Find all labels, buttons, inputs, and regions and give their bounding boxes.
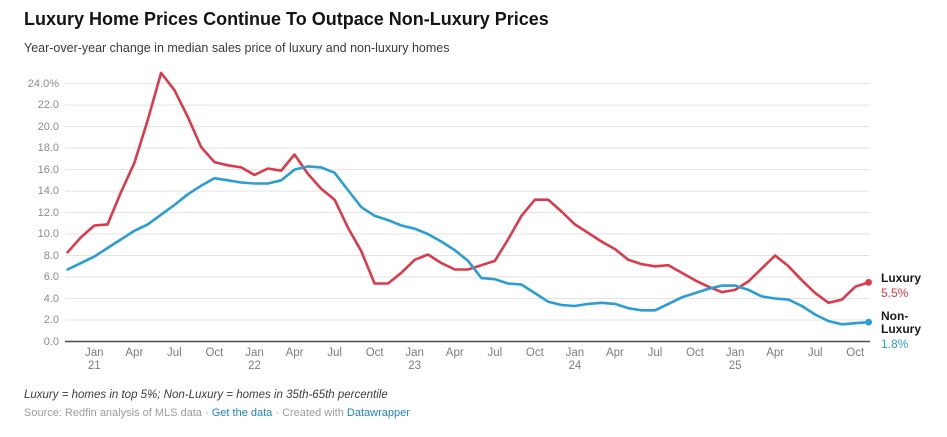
x-tick-year-label: 25 [728, 360, 742, 372]
y-tick-label: 8.0 [43, 249, 59, 262]
x-tick-label: Jan [405, 347, 424, 359]
y-tick-label: 22.0 [37, 99, 59, 112]
source-line: Source: Redfin analysis of MLS data · Ge… [24, 407, 410, 419]
non-luxury-line [66, 165, 870, 326]
x-tick-label: Jul [487, 347, 503, 359]
x-tick-label: Apr [125, 347, 144, 359]
y-tick-label: 6.0 [43, 271, 59, 284]
definition-footnote: Luxury = homes in top 5%; Non-Luxury = h… [24, 389, 388, 401]
chart-subtitle: Year-over-year change in median sales pr… [24, 41, 450, 55]
y-tick-label: 2.0 [43, 314, 59, 326]
luxury-end-dot [865, 279, 872, 286]
y-tick-label: 24.0% [27, 77, 59, 90]
x-tick-label: Jan [565, 347, 585, 359]
x-tick-label: Apr [285, 347, 304, 359]
x-tick-label: Jul [327, 347, 342, 359]
separator-dot: · [275, 407, 280, 419]
y-tick-label: 4.0 [43, 292, 59, 305]
x-tick-label: Jul [647, 347, 663, 359]
x-tick-label: Jan [725, 347, 745, 359]
series-end-label-luxury: Luxury 5.5% [881, 271, 922, 301]
x-tick-label: Jul [167, 347, 182, 359]
x-tick-label: Apr [766, 347, 785, 359]
y-tick-label: 12.0 [37, 206, 59, 219]
luxury-latest-value: 5.5% [881, 286, 909, 300]
x-tick-year-label: 21 [87, 360, 101, 372]
datawrapper-link[interactable]: Datawrapper [346, 407, 410, 419]
created-with-text: Created with [282, 407, 344, 419]
y-tick-label: 18.0 [37, 142, 59, 155]
x-tick-label: Jan [245, 347, 264, 359]
luxury-series-name: Luxury [881, 271, 922, 285]
non-luxury-latest-value: 1.8% [881, 337, 909, 351]
non-luxury-end-dot [865, 318, 872, 326]
y-tick-label: 10.0 [37, 228, 59, 241]
y-tick-label: 20.0 [37, 120, 59, 133]
non-luxury-series-name: Non-Luxury [881, 309, 922, 336]
luxury-line [66, 71, 870, 305]
x-tick-label: Oct [525, 347, 544, 359]
x-tick-label: Jan [85, 347, 104, 359]
series-end-label-non-luxury: Non-Luxury 1.8% [881, 309, 931, 352]
x-tick-label: Oct [205, 347, 224, 359]
x-tick-label: Oct [846, 347, 865, 359]
x-tick-label: Apr [605, 347, 624, 359]
y-tick-label: 16.0 [37, 163, 59, 176]
source-text: Source: Redfin analysis of MLS data [24, 407, 202, 419]
x-tick-label: Apr [445, 347, 464, 359]
x-tick-label: Oct [365, 347, 384, 359]
x-tick-year-label: 23 [408, 360, 422, 372]
y-tick-label: 14.0 [37, 185, 59, 198]
x-tick-year-label: 24 [568, 360, 582, 372]
chart-title: Luxury Home Prices Continue To Outpace N… [24, 9, 549, 29]
x-tick-label: Jul [807, 347, 823, 359]
x-tick-label: Oct [686, 347, 704, 359]
y-tick-label: 0.0 [43, 335, 59, 348]
get-the-data-link[interactable]: Get the data [211, 407, 273, 419]
x-tick-year-label: 22 [248, 360, 261, 372]
separator-dot: · [205, 407, 209, 419]
